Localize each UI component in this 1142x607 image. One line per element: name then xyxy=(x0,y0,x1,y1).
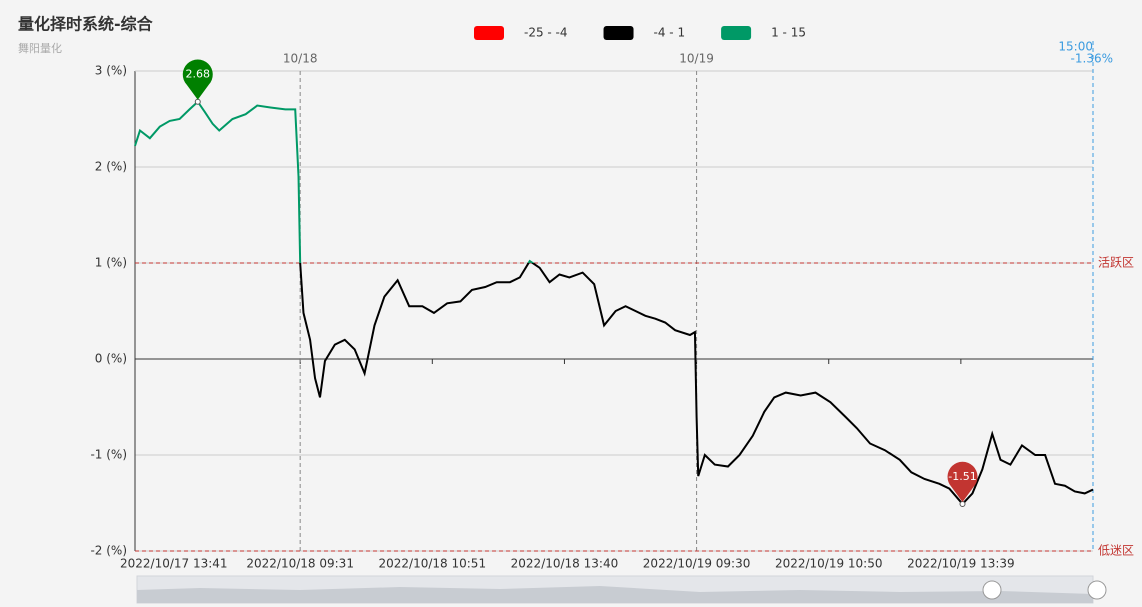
mark-point-pin xyxy=(182,59,213,100)
mark-point-label: -1.51 xyxy=(948,470,976,483)
x-tick-label: 2022/10/18 10:51 xyxy=(379,557,487,571)
chart-title: 量化择时系统-综合 xyxy=(18,15,154,34)
legend-swatch xyxy=(721,26,752,40)
mark-point-dot xyxy=(194,98,201,105)
chart-subtitle: 舞阳量化 xyxy=(18,41,62,55)
day-label: 10/18 xyxy=(283,52,318,66)
x-tick-label: 2022/10/19 09:30 xyxy=(643,557,751,571)
legend-label: 1 - 15 xyxy=(771,26,806,40)
legend-label: -4 - 1 xyxy=(654,26,686,40)
y-tick-label: -2 (%) xyxy=(90,544,127,558)
y-tick-label: 3 (%) xyxy=(95,64,127,78)
slider-handle[interactable] xyxy=(982,580,1002,600)
day-label: 10/19 xyxy=(679,52,714,66)
end-value: -1.36% xyxy=(1071,52,1113,66)
x-tick-label: 2022/10/17 13:41 xyxy=(120,557,228,571)
x-tick-label: 2022/10/18 13:40 xyxy=(511,557,619,571)
legend-label: -25 - -4 xyxy=(524,26,568,40)
mark-line-label: 活跃区 xyxy=(1098,256,1134,270)
x-tick-label: 2022/10/18 09:31 xyxy=(246,557,354,571)
slider-preview xyxy=(137,586,1093,603)
mark-point-dot xyxy=(959,500,966,507)
y-tick-label: -1 (%) xyxy=(90,448,127,462)
legend-swatch xyxy=(603,26,634,40)
end-time: 15:00 xyxy=(1058,40,1093,54)
legend-swatch xyxy=(474,26,504,40)
y-tick-label: 1 (%) xyxy=(95,256,127,270)
y-tick-label: 0 (%) xyxy=(95,352,127,366)
slider-handle[interactable] xyxy=(1087,580,1107,600)
mark-point-label: 2.68 xyxy=(186,68,211,81)
y-tick-label: 2 (%) xyxy=(95,160,127,174)
data-zoom-slider[interactable] xyxy=(136,575,1107,604)
mark-point-pin xyxy=(947,461,978,502)
x-tick-label: 2022/10/19 13:39 xyxy=(907,557,1015,571)
x-tick-label: 2022/10/19 10:50 xyxy=(775,557,883,571)
mark-line-label: 低迷区 xyxy=(1098,544,1134,558)
series-line xyxy=(134,100,1094,506)
